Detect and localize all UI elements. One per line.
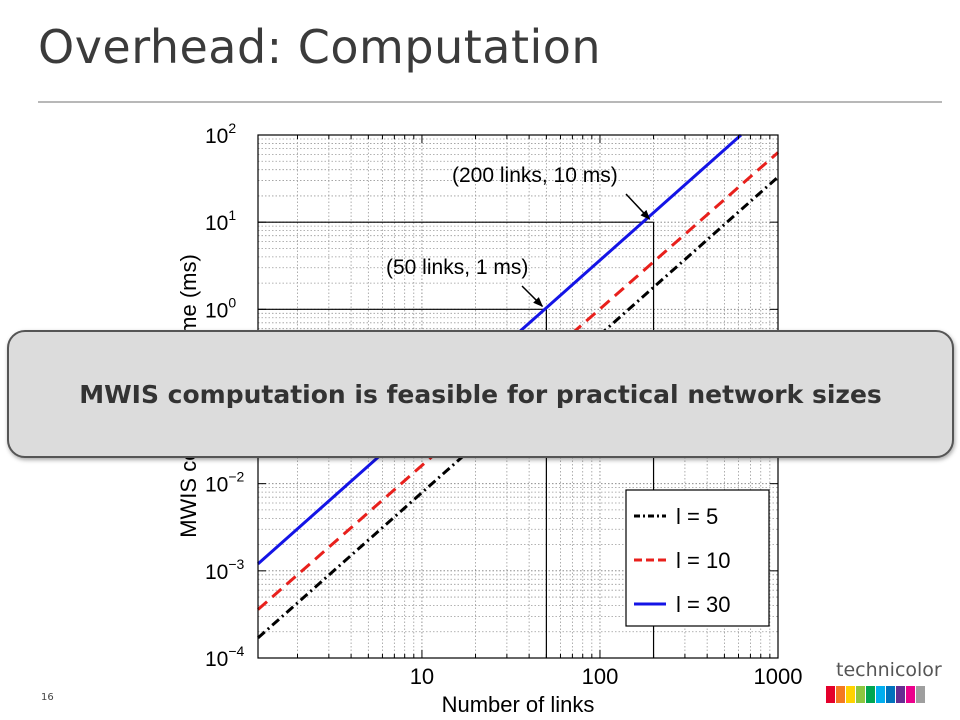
brand-color-segment: [836, 686, 845, 703]
x-tick-label: 1000: [754, 664, 803, 689]
brand-color-segment: [856, 686, 865, 703]
brand-color-segment: [896, 686, 905, 703]
annotation-label: (200 links, 10 ms): [452, 164, 618, 187]
x-axis-label: Number of links: [442, 692, 595, 717]
annotation-label: (50 links, 1 ms): [386, 256, 528, 279]
brand-color-segment: [846, 686, 855, 703]
brand-color-segment: [916, 686, 925, 703]
brand-color-segment: [876, 686, 885, 703]
y-tick-exponent: 1: [228, 207, 236, 223]
y-tick-base: 10: [205, 648, 228, 671]
y-tick-exponent: −2: [228, 469, 244, 485]
callout-box: MWIS computation is feasible for practic…: [7, 330, 954, 458]
y-tick-base: 10: [205, 125, 228, 148]
y-tick-exponent: −3: [228, 556, 244, 572]
y-tick-label: 102: [205, 120, 236, 148]
slide-title: Overhead: Computation: [38, 20, 602, 74]
legend-label: l = 5: [676, 504, 718, 529]
y-tick-exponent: 2: [228, 120, 236, 136]
annotation-arrow: [521, 285, 544, 308]
legend: l = 5 l = 10 l = 30: [625, 489, 770, 627]
y-tick-exponent: −4: [228, 643, 244, 659]
y-tick-label: 100: [205, 294, 236, 322]
y-tick-base: 10: [205, 474, 228, 497]
x-tick-label: 10: [410, 664, 434, 689]
y-tick-base: 10: [205, 561, 228, 584]
callout-text: MWIS computation is feasible for practic…: [79, 379, 882, 409]
y-tick-label: 10−3: [205, 556, 245, 584]
brand-wordmark: technicolor: [836, 659, 942, 681]
technicolor-logo: technicolor: [822, 657, 942, 707]
y-tick-base: 10: [205, 299, 228, 322]
y-tick-label: 10−4: [205, 643, 245, 671]
y-tick-label: 101: [205, 207, 236, 235]
y-tick-base: 10: [205, 212, 228, 235]
brand-color-segment: [906, 686, 915, 703]
annotations: (50 links, 1 ms) (200 links, 10 ms): [386, 164, 651, 308]
y-tick-exponent: 0: [228, 294, 236, 310]
x-tick-label: 100: [582, 664, 619, 689]
brand-color-segment: [826, 686, 835, 703]
annotation-arrow: [625, 193, 651, 220]
legend-label: l = 10: [676, 548, 730, 573]
slide-number: 16: [41, 692, 54, 703]
brand-color-segment: [886, 686, 895, 703]
brand-color-segment: [866, 686, 875, 703]
legend-label: l = 30: [676, 592, 730, 617]
y-tick-label: 10−2: [205, 469, 245, 497]
title-divider: [38, 101, 942, 103]
brand-color-bar: [826, 686, 926, 703]
